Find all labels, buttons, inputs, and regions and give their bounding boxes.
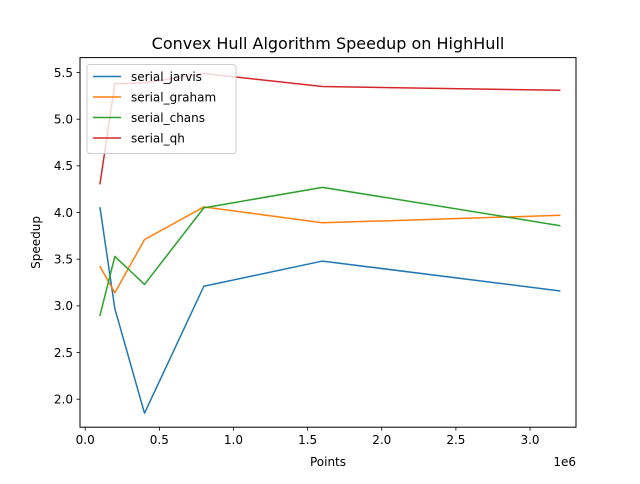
chart-title: Convex Hull Algorithm Speedup on HighHul… xyxy=(152,34,505,53)
y-tick-label: 3.5 xyxy=(54,253,73,267)
y-tick-label: 4.0 xyxy=(54,206,73,220)
x-axis: 0.0 0.5 1.0 1.5 2.0 2.5 3.0 xyxy=(76,427,540,447)
x-axis-label: Points xyxy=(310,455,346,469)
x-tick-label: 2.5 xyxy=(446,433,465,447)
y-tick-label: 5.5 xyxy=(54,66,73,80)
x-tick-label: 0.0 xyxy=(76,433,95,447)
x-tick-label: 1.0 xyxy=(224,433,243,447)
series-line-serial-chans xyxy=(99,186,561,317)
legend-label: serial_graham xyxy=(131,90,216,104)
legend-box xyxy=(86,64,237,154)
y-tick-label: 4.5 xyxy=(54,159,73,173)
y-tick-label: 5.0 xyxy=(54,113,73,127)
y-axis-label: Speedup xyxy=(29,216,43,269)
x-tick-label: 2.0 xyxy=(372,433,391,447)
legend-label: serial_qh xyxy=(131,131,185,145)
y-tick-label: 3.0 xyxy=(54,299,73,313)
legend-label: serial_jarvis xyxy=(131,70,202,84)
y-axis: 2.0 2.5 3.0 3.5 4.0 4.5 5.0 5.5 xyxy=(54,66,80,407)
series-line-serial-jarvis xyxy=(99,207,561,414)
y-tick-label: 2.5 xyxy=(54,346,73,360)
legend-label: serial_chans xyxy=(131,111,205,125)
x-axis-offset-label: 1e6 xyxy=(553,455,576,469)
y-tick-label: 2.0 xyxy=(54,393,73,407)
x-tick-label: 3.0 xyxy=(520,433,539,447)
x-tick-label: 1.5 xyxy=(298,433,317,447)
x-tick-label: 0.5 xyxy=(150,433,169,447)
legend: serial_jarvis serial_graham serial_chansse… xyxy=(86,64,237,154)
plot-area-frame xyxy=(79,57,577,428)
series-line-serial-graham xyxy=(98,206,561,294)
